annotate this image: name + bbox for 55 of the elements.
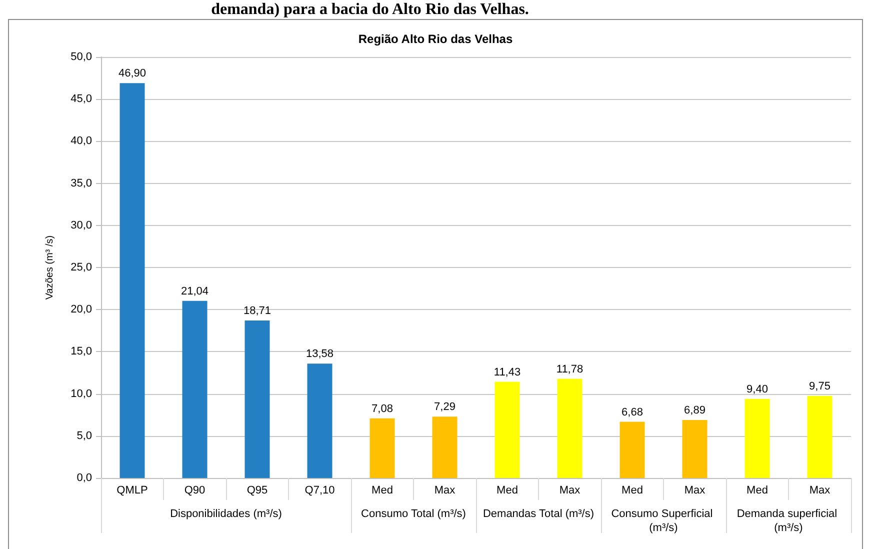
data-label: 9,75 [809, 380, 830, 392]
x-tick-label: Med [372, 484, 393, 496]
chart-title: Região Alto Rio das Velhas [358, 32, 513, 46]
data-label: 13,58 [306, 348, 334, 360]
bar [744, 398, 770, 478]
data-label: 21,04 [180, 285, 209, 298]
y-tick-label: 50,0 [70, 51, 92, 63]
x-tick-label: Med [622, 484, 643, 496]
bar [244, 320, 270, 478]
bar [620, 422, 645, 478]
y-tick-label: 25,0 [70, 262, 92, 274]
text: demanda) para a bacia do Alto Rio das Velhas. [210, 0, 530, 19]
bar [120, 83, 145, 478]
data-label: 6,68 [622, 406, 643, 418]
y-tick-label: 15,0 [70, 346, 92, 358]
data-label: 11,78 [556, 363, 584, 376]
bar [494, 382, 520, 478]
x-tick-label: Med [496, 484, 518, 496]
x-tick-label: QMLP [116, 484, 148, 496]
text: Consumo Total (m³/s) [361, 508, 466, 520]
bar [182, 300, 208, 478]
y-tick-label: 0,0 [76, 472, 92, 484]
y-tick-label: 35,0 [70, 177, 92, 190]
data-label: 46,90 [118, 68, 146, 80]
x-tick-label: Q90 [184, 484, 206, 496]
data-label: 11,43 [494, 366, 521, 378]
x-tick-label: Max [809, 484, 831, 496]
text: Demandas Total (m³/s) [482, 508, 594, 520]
bar [370, 418, 395, 478]
y-tick-label: 40,0 [70, 135, 92, 148]
y-tick-label: 45,0 [70, 93, 92, 106]
bar [682, 420, 708, 478]
data-label: 18,71 [243, 304, 272, 317]
x-tick-label: Med [746, 484, 768, 496]
bar [307, 364, 332, 478]
x-tick-label: Q95 [246, 484, 268, 496]
data-label: 7,29 [434, 401, 456, 414]
text: Disponibilidades (m³/s) [170, 508, 282, 520]
y-tick-label: 20,0 [70, 304, 92, 316]
bar [432, 416, 458, 478]
y-tick-label: 30,0 [70, 219, 92, 232]
data-label: 6,89 [684, 404, 706, 416]
y-tick-label: 10,0 [70, 388, 92, 400]
data-label: 9,40 [746, 383, 768, 396]
bar [557, 378, 582, 478]
x-tick-label: Max [559, 484, 581, 496]
data-label: 7,08 [372, 402, 393, 415]
y-axis-title: Vazões (m³ /s) [44, 235, 56, 300]
x-tick-label: Max [684, 484, 706, 496]
text: Demanda superficial (m³/s) [736, 508, 840, 534]
x-tick-label: Max [434, 484, 456, 496]
text: Consumo Superficial (m³/s) [611, 508, 716, 534]
x-tick-label: Q7,10 [304, 484, 335, 496]
bar [807, 396, 832, 478]
y-tick-label: 5,0 [76, 430, 92, 442]
